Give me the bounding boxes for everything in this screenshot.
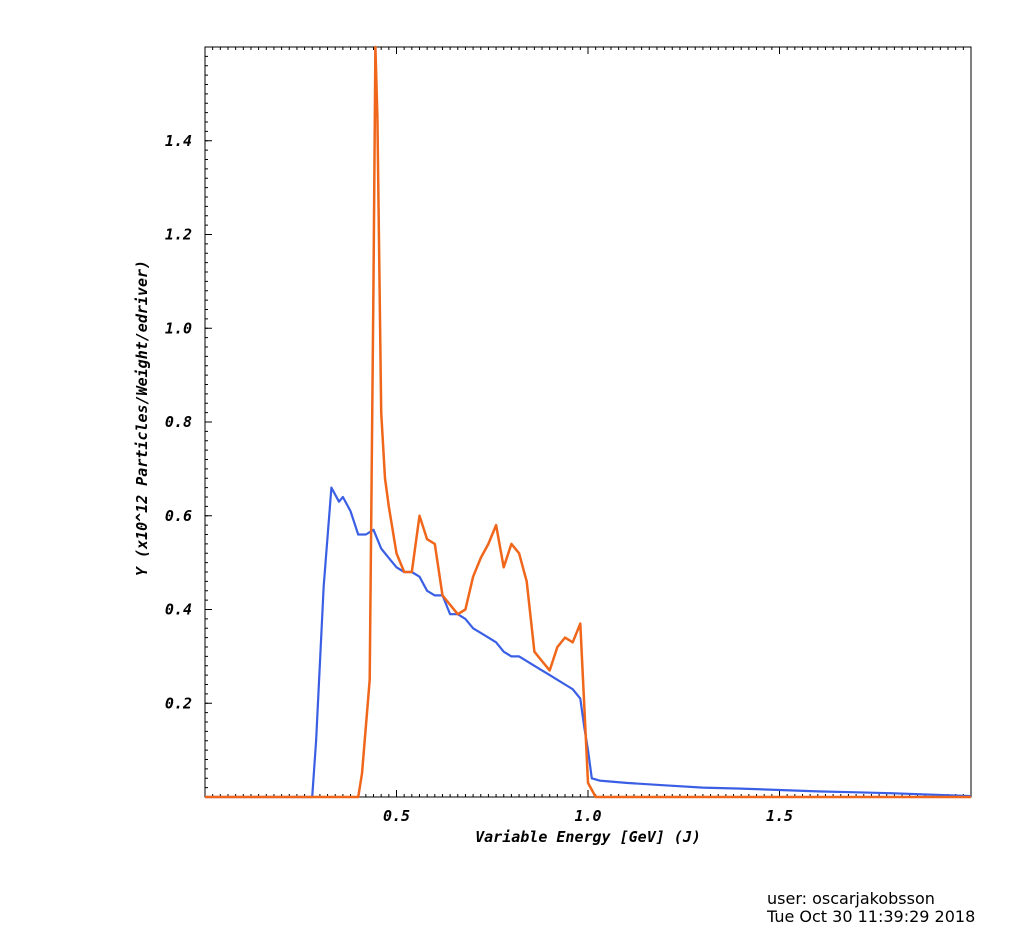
plot-frame [204, 46, 972, 798]
footer-user: user: oscarjakobsson [767, 889, 935, 908]
footer-timestamp: Tue Oct 30 11:39:29 2018 [767, 907, 976, 926]
x-tick-label: 1.5 [766, 807, 793, 825]
tick-labels: 0.5 1.0 1.5 0.2 0.4 0.6 0.8 1.0 1.2 1.4 [165, 132, 793, 825]
y-tick-label: 1.4 [165, 132, 192, 150]
y-axis-title: Y (x10^12 Particles/Weight/edriver) [133, 260, 151, 576]
y-tick-label: 0.2 [165, 694, 192, 712]
x-axis-title: Variable Energy [GeV] (J) [475, 828, 701, 846]
x-tick-label: 0.5 [383, 807, 410, 825]
y-tick-label: 1.0 [165, 319, 192, 337]
x-tick-label: 1.0 [574, 807, 601, 825]
y-tick-label: 0.4 [165, 601, 192, 619]
y-tick-label: 0.6 [165, 507, 192, 525]
y-tick-label: 1.2 [165, 226, 192, 244]
y-tick-label: 0.8 [165, 413, 192, 431]
series-line-2 [205, 45, 971, 799]
major-ticks [205, 47, 780, 797]
series-layer [205, 45, 972, 799]
series-line-1 [205, 486, 972, 799]
